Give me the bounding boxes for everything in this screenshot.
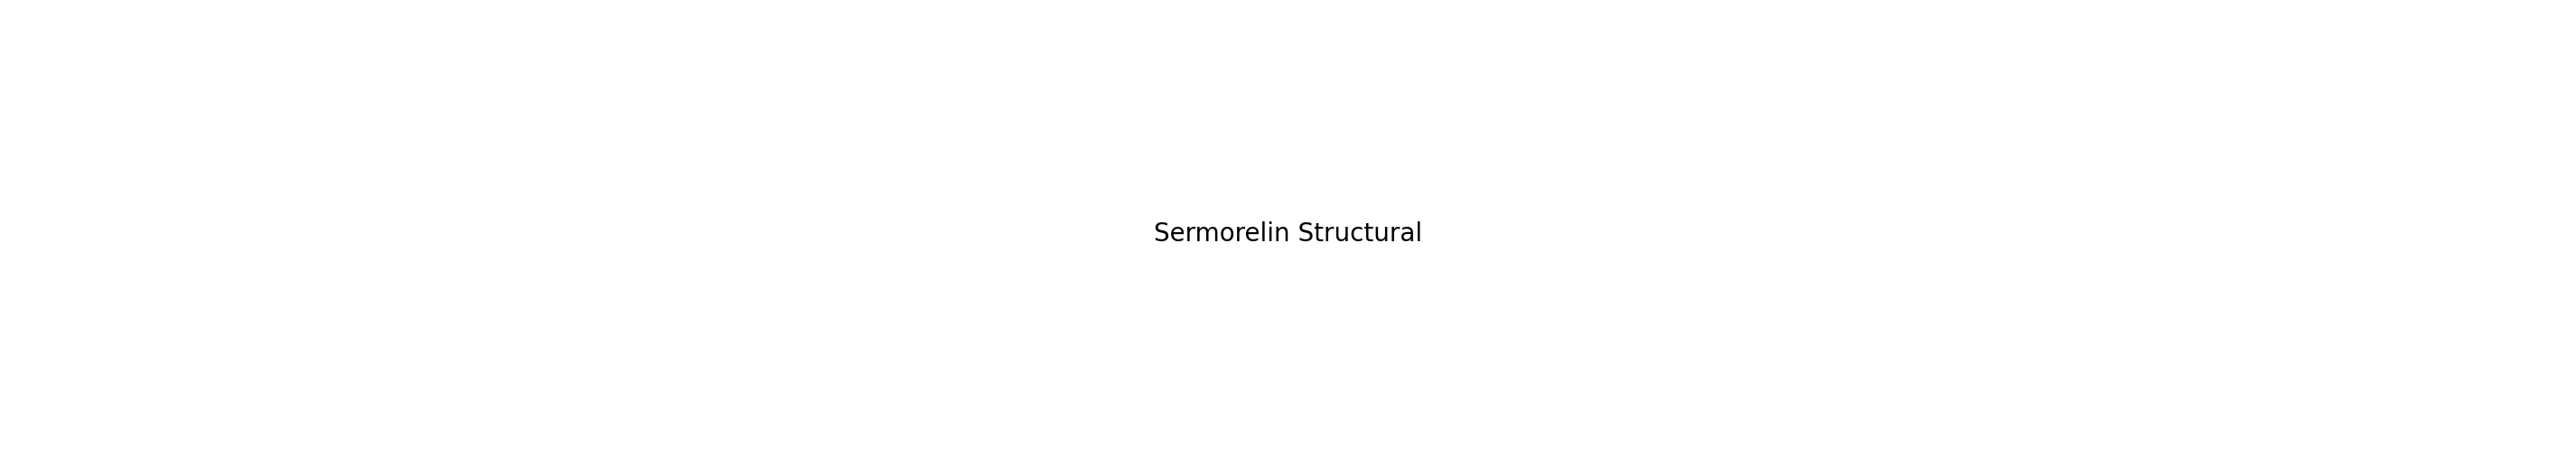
Text: Sermorelin Structural: Sermorelin Structural [1154, 221, 1422, 247]
